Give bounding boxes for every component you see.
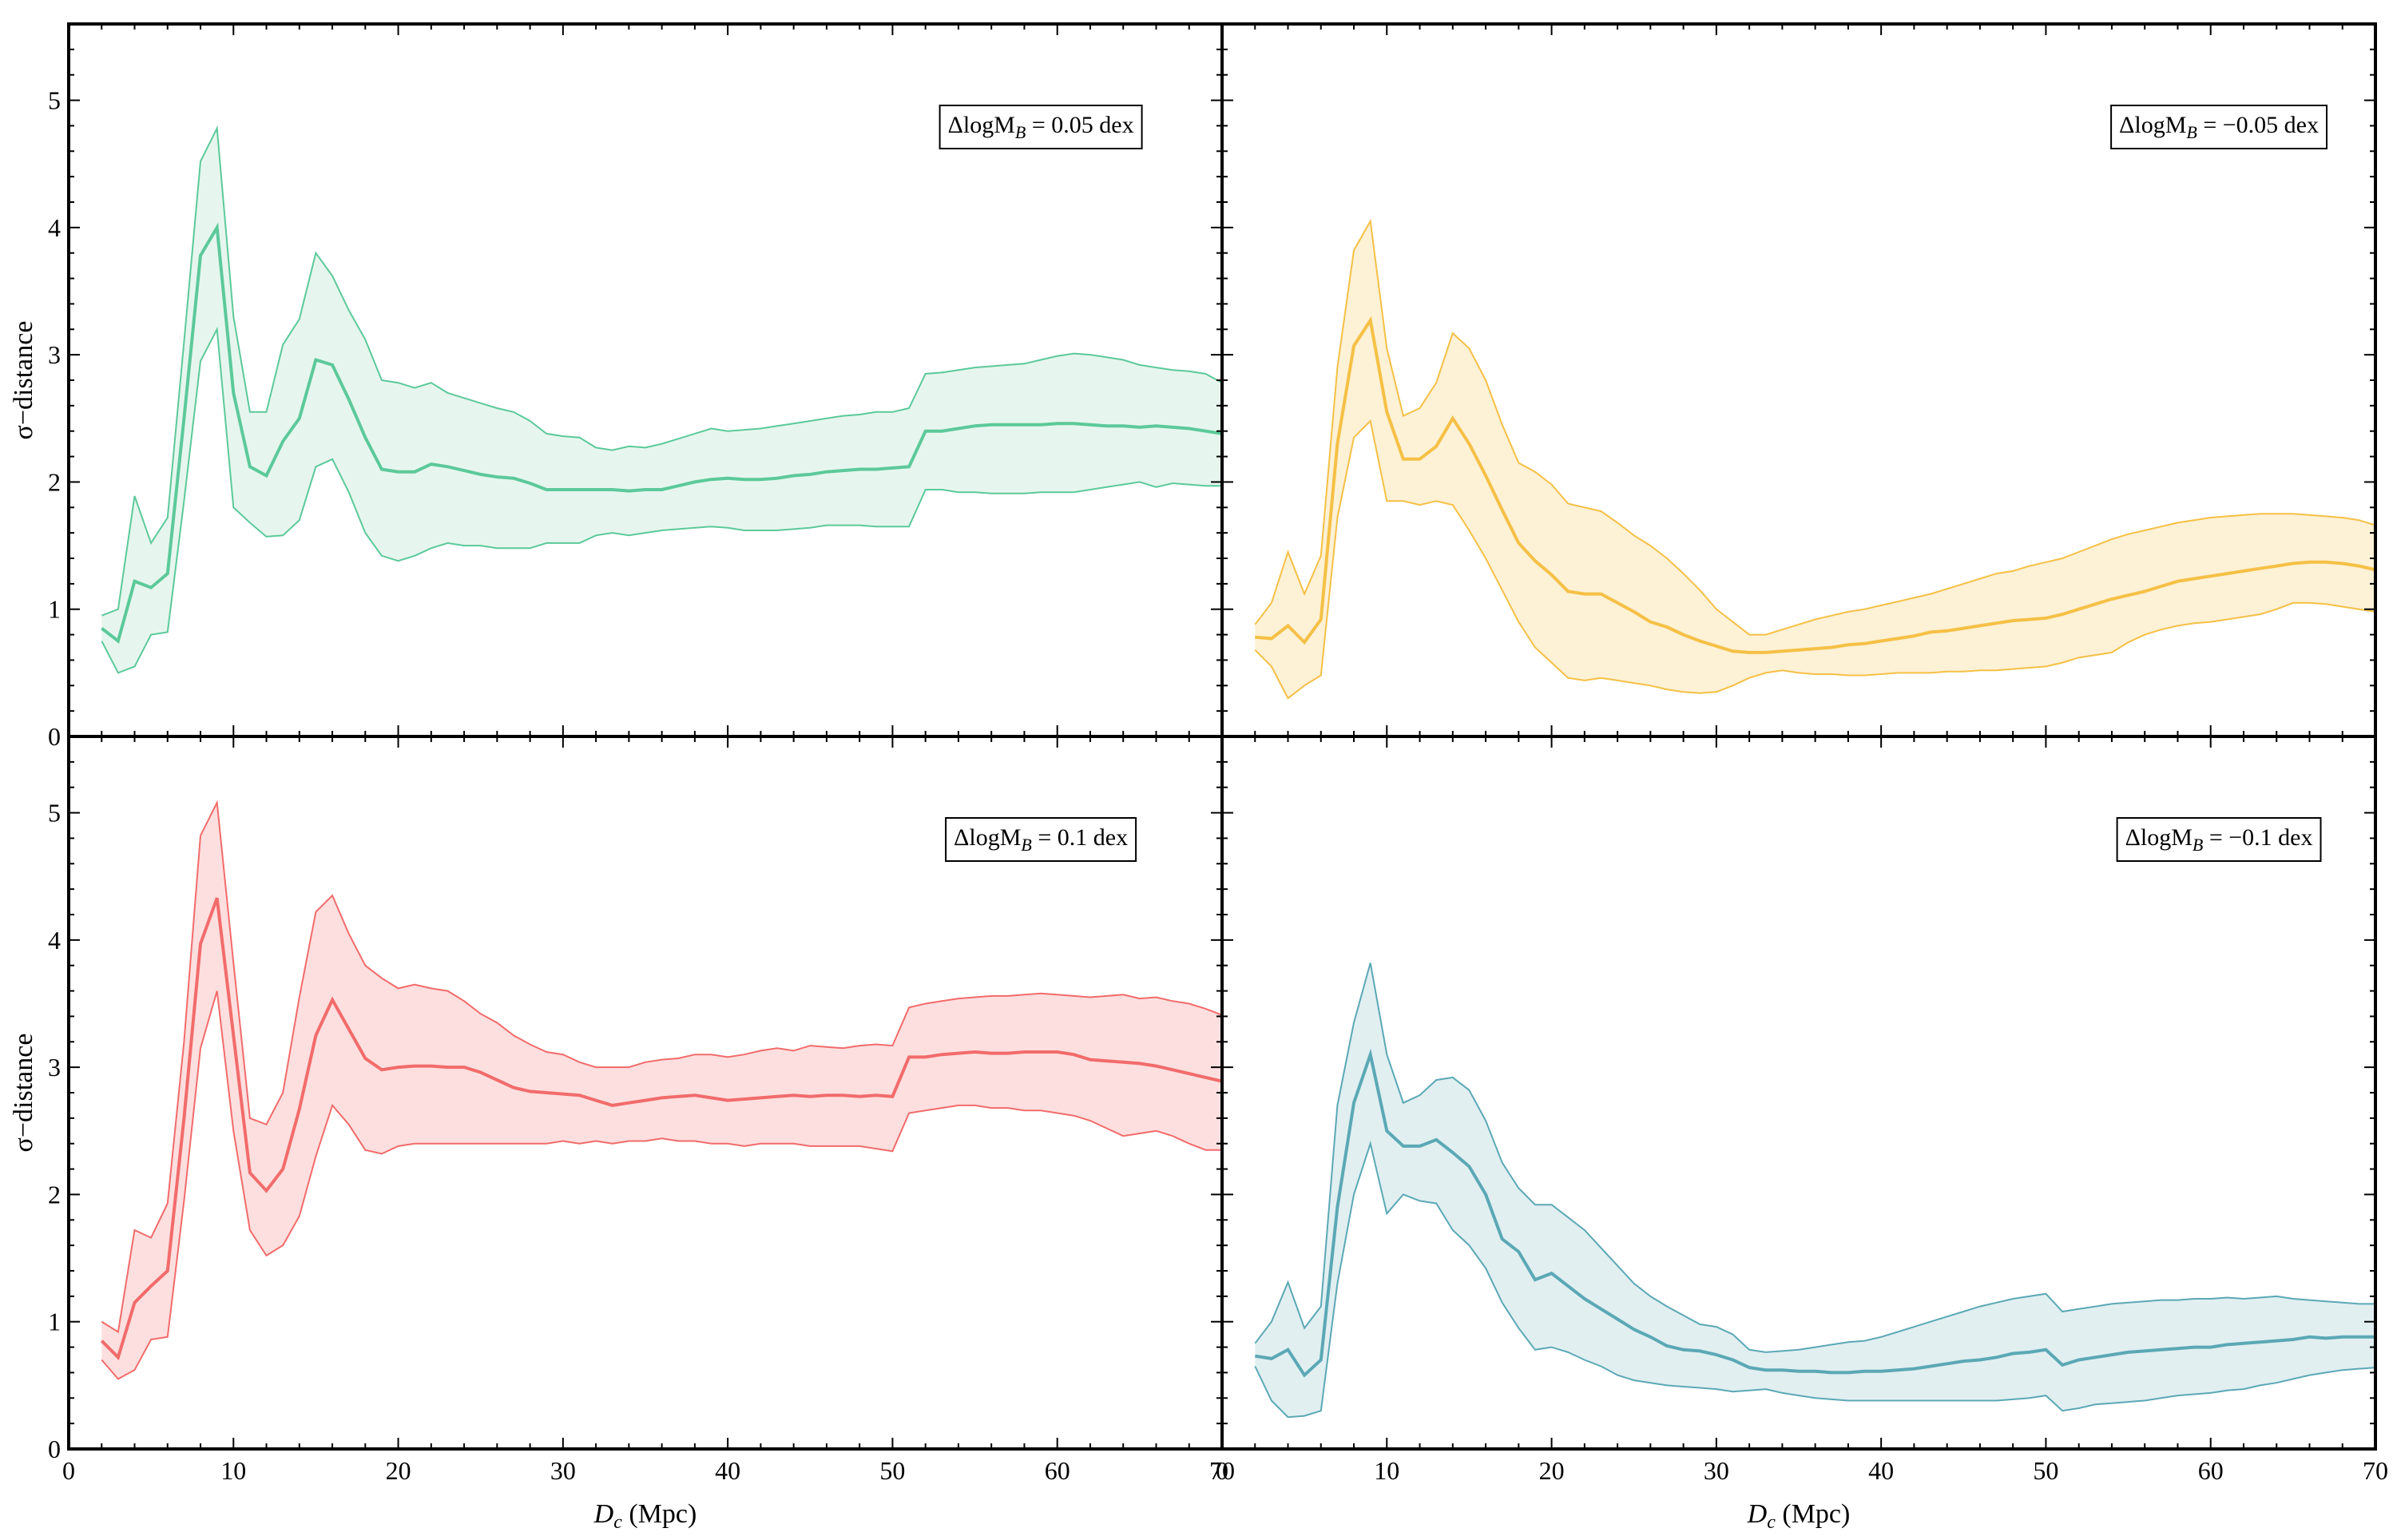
y-tick-label: 5 bbox=[48, 799, 61, 828]
x-axis-sub: c bbox=[1767, 1512, 1776, 1533]
upper-bound-line bbox=[101, 800, 1223, 1334]
x-tick-label: 40 bbox=[715, 1456, 740, 1485]
annotation-subscript: B bbox=[2186, 122, 2197, 142]
y-tick-label: 3 bbox=[48, 340, 61, 369]
y-tick-label: 5 bbox=[48, 86, 61, 115]
x-axis-label-right: Dc (Mpc) bbox=[1747, 1499, 1851, 1533]
panel-top-right: ΔlogMB = −0.05 dex bbox=[1221, 22, 2376, 737]
median-line bbox=[1255, 316, 2376, 654]
annotation-box: ΔlogMB = 0.05 dex bbox=[939, 105, 1143, 149]
upper-bound-line bbox=[101, 125, 1223, 617]
x-tick-label: 0 bbox=[1216, 1456, 1228, 1485]
y-tick-label: 0 bbox=[48, 1435, 61, 1463]
annotation-value: = −0.1 dex bbox=[2203, 824, 2312, 851]
y-tick-label: 1 bbox=[48, 595, 61, 624]
y-tick-label: 2 bbox=[48, 1180, 61, 1209]
annotation-prefix: ΔlogM bbox=[954, 824, 1021, 851]
lower-bound-line bbox=[101, 326, 1222, 674]
lower-bound-line bbox=[1254, 1140, 2376, 1419]
y-tick-label: 4 bbox=[48, 926, 61, 955]
annotation-box: ΔlogMB = −0.1 dex bbox=[2116, 817, 2322, 862]
y-tick-label: 3 bbox=[48, 1053, 61, 1082]
annotation-subscript: B bbox=[2193, 835, 2203, 855]
annotation-prefix: ΔlogM bbox=[2119, 112, 2186, 138]
upper-bound-line bbox=[1254, 218, 2376, 636]
x-axis-unit: (Mpc) bbox=[1776, 1499, 1850, 1529]
annotation-text: ΔlogMB = 0.1 dex bbox=[954, 824, 1128, 855]
x-tick-label: 40 bbox=[1868, 1456, 1894, 1485]
y-tick-label: 2 bbox=[48, 467, 61, 496]
annotation-box: ΔlogMB = −0.05 dex bbox=[2110, 105, 2328, 149]
y-axis-label-bottom: σ−distance bbox=[9, 1034, 38, 1153]
upper-bound-line bbox=[1254, 963, 2375, 1353]
x-tick-label: 70 bbox=[2363, 1456, 2388, 1485]
annotation-text: ΔlogMB = −0.05 dex bbox=[2119, 112, 2319, 142]
y-tick-labels-bottom: 0 1 2 3 4 5 bbox=[48, 799, 61, 1463]
annotation-text: ΔlogMB = −0.1 dex bbox=[2125, 824, 2313, 855]
x-tick-label: 10 bbox=[220, 1456, 246, 1485]
annotation-value: = 0.05 dex bbox=[1026, 112, 1133, 138]
confidence-band bbox=[1255, 963, 2375, 1418]
x-tick-label: 50 bbox=[879, 1456, 905, 1485]
y-tick-label: 4 bbox=[48, 213, 61, 242]
annotation-subscript: B bbox=[1015, 122, 1026, 142]
x-tick-label: 20 bbox=[386, 1456, 411, 1485]
annotation-value: = 0.1 dex bbox=[1032, 824, 1128, 851]
x-axis-var: D bbox=[1747, 1499, 1768, 1529]
y-tick-label: 0 bbox=[48, 722, 61, 751]
median-line bbox=[1254, 1048, 2375, 1378]
x-tick-label: 10 bbox=[1374, 1456, 1399, 1485]
x-tick-label: 30 bbox=[550, 1456, 576, 1485]
confidence-band bbox=[1255, 220, 2375, 699]
x-tick-label: 50 bbox=[2033, 1456, 2058, 1485]
panel-top-left: ΔlogMB = 0.05 dex bbox=[68, 22, 1223, 737]
x-tick-label: 60 bbox=[2198, 1456, 2224, 1485]
y-axis-label-top: σ−distance bbox=[9, 321, 38, 440]
x-tick-label: 30 bbox=[1704, 1456, 1729, 1485]
x-axis-unit: (Mpc) bbox=[622, 1499, 696, 1529]
x-axis-sub: c bbox=[613, 1512, 622, 1533]
y-tick-labels-top: 0 1 2 3 4 5 bbox=[48, 86, 61, 751]
x-axis-label-left: Dc (Mpc) bbox=[593, 1499, 697, 1533]
x-axis-var: D bbox=[593, 1499, 614, 1529]
annotation-subscript: B bbox=[1021, 835, 1031, 855]
x-tick-label: 0 bbox=[62, 1456, 75, 1485]
x-tick-label: 60 bbox=[1045, 1456, 1070, 1485]
median-line bbox=[101, 222, 1223, 644]
annotation-text: ΔlogMB = 0.05 dex bbox=[948, 112, 1134, 142]
annotation-prefix: ΔlogM bbox=[2125, 824, 2193, 851]
lower-bound-line bbox=[101, 990, 1222, 1380]
x-tick-label: 20 bbox=[1539, 1456, 1565, 1485]
x-tick-label: 70 bbox=[1209, 1456, 1235, 1485]
annotation-prefix: ΔlogM bbox=[948, 112, 1015, 138]
confidence-band bbox=[101, 802, 1222, 1379]
confidence-band bbox=[101, 128, 1222, 673]
annotation-box: ΔlogMB = 0.1 dex bbox=[945, 817, 1137, 862]
y-tick-label: 1 bbox=[48, 1308, 61, 1336]
annotation-value: = −0.05 dex bbox=[2197, 112, 2319, 138]
panel-bottom-right: ΔlogMB = −0.1 dex bbox=[1221, 735, 2376, 1450]
lower-bound-line bbox=[1254, 419, 2376, 700]
median-line bbox=[100, 897, 1223, 1361]
x-tick-labels-left: 0 10 20 30 40 50 60 70 bbox=[62, 1456, 1235, 1485]
x-tick-labels-right: 0 10 20 30 40 50 60 70 bbox=[1216, 1456, 2388, 1485]
panel-bottom-left: ΔlogMB = 0.1 dex bbox=[68, 735, 1223, 1450]
